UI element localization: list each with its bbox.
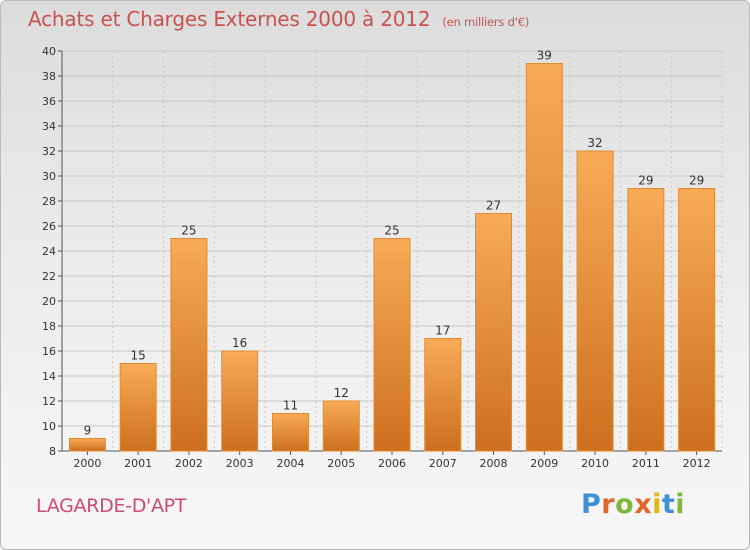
- data-label: 29: [689, 174, 704, 188]
- labels: 8 10 12 14 16 18 20 22 24 26 28 30 32 34 36 38 40 9 2000 15…: [42, 45, 711, 470]
- data-label: 32: [587, 136, 602, 150]
- x-tick-label: 2011: [632, 457, 660, 470]
- x-tick-label: 2007: [429, 457, 457, 470]
- data-label: 15: [131, 349, 146, 363]
- y-tick-label: 30: [42, 170, 56, 183]
- bar: [576, 150, 614, 452]
- y-tick-label: 22: [42, 270, 56, 283]
- logo-letter: x: [634, 489, 653, 520]
- y-tick-label: 16: [42, 345, 56, 358]
- data-label: 25: [181, 224, 196, 238]
- logo-letter: i: [675, 489, 686, 520]
- y-tick-label: 12: [42, 395, 56, 408]
- x-tick-label: 2000: [73, 457, 101, 470]
- x-tick-label: 2003: [226, 457, 254, 470]
- bar: [271, 413, 309, 452]
- y-tick-label: 40: [42, 45, 56, 58]
- logo-letter: t: [661, 489, 676, 520]
- x-tick-label: 2010: [581, 457, 609, 470]
- y-tick-label: 10: [42, 420, 56, 433]
- data-label: 11: [283, 399, 298, 413]
- chart-title-text: Achats et Charges Externes 2000 à 2012: [28, 7, 431, 31]
- logo-letter: r: [601, 489, 616, 520]
- x-tick-label: 2005: [327, 457, 355, 470]
- x-tick-label: 2002: [175, 457, 203, 470]
- x-tick-label: 2001: [124, 457, 152, 470]
- x-tick-label: 2004: [276, 457, 304, 470]
- y-tick-label: 8: [49, 445, 56, 458]
- chart-title: Achats et Charges Externes 2000 à 2012 (e…: [28, 7, 529, 31]
- bar: [170, 238, 208, 452]
- x-tick-label: 2009: [530, 457, 558, 470]
- y-tick-label: 34: [42, 120, 56, 133]
- data-label: 12: [334, 386, 349, 400]
- logo-letter: P: [581, 489, 602, 520]
- y-tick-label: 38: [42, 70, 56, 83]
- bar: [424, 338, 462, 452]
- y-tick-label: 14: [42, 370, 56, 383]
- bar: [221, 350, 259, 452]
- logo-letter: i: [652, 489, 662, 520]
- logo-letter: o: [615, 489, 635, 520]
- chart-subtitle: (en milliers d'€): [442, 15, 530, 29]
- data-label: 16: [232, 336, 247, 350]
- y-tick-label: 20: [42, 295, 56, 308]
- bar: [119, 363, 157, 452]
- x-tick-label: 2008: [480, 457, 508, 470]
- y-tick-label: 32: [42, 145, 56, 158]
- bar: [525, 63, 563, 452]
- y-tick-label: 18: [42, 320, 56, 333]
- data-label: 27: [486, 199, 501, 213]
- bar: [627, 188, 665, 452]
- bar: [322, 400, 360, 452]
- commune-name: LAGARDE-D'APT: [36, 495, 187, 517]
- y-tick-label: 36: [42, 95, 56, 108]
- data-label: 17: [435, 324, 450, 338]
- bar: [373, 238, 411, 452]
- bars: [68, 63, 716, 452]
- data-label: 9: [84, 424, 92, 438]
- x-tick-label: 2006: [378, 457, 406, 470]
- data-label: 29: [638, 174, 653, 188]
- data-label: 39: [537, 49, 552, 63]
- bar: [678, 188, 716, 452]
- y-tick-label: 26: [42, 220, 56, 233]
- bar: [68, 438, 106, 452]
- proxiti-logo: Proxiti: [581, 489, 685, 520]
- bar: [475, 213, 513, 452]
- y-tick-label: 28: [42, 195, 56, 208]
- data-label: 25: [384, 224, 399, 238]
- y-tick-label: 24: [42, 245, 56, 258]
- x-tick-label: 2012: [683, 457, 711, 470]
